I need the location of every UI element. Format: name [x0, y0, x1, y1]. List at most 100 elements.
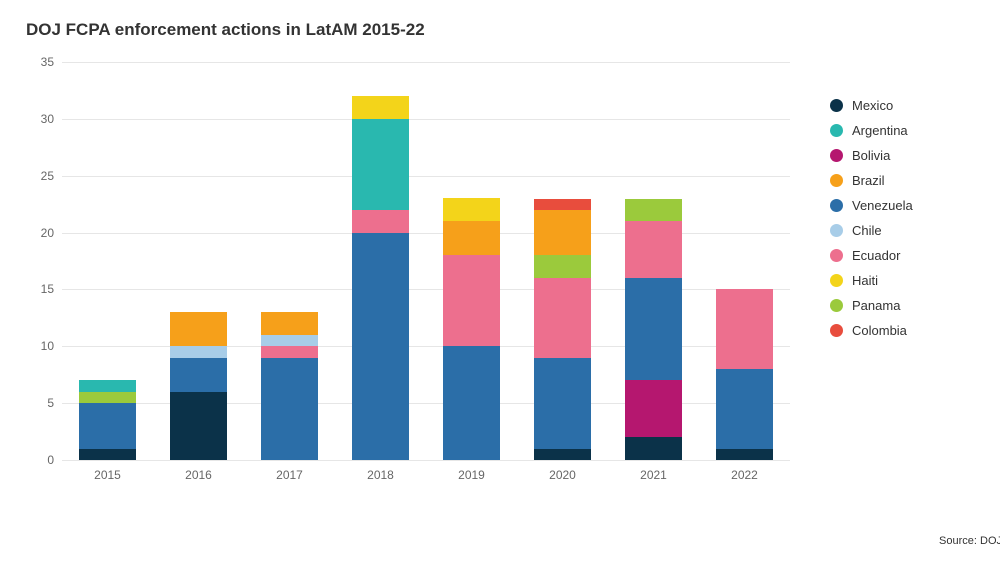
bar-slot: 2020 — [517, 62, 608, 460]
bar-segment-panama — [625, 199, 681, 222]
legend-item-chile[interactable]: Chile — [830, 223, 990, 238]
bar-segment-chile — [261, 335, 317, 346]
x-tick-label: 2019 — [458, 468, 485, 482]
bar-segment-brazil — [170, 312, 226, 346]
stacked-bar — [534, 62, 590, 460]
bar-slot: 2022 — [699, 62, 790, 460]
legend-item-brazil[interactable]: Brazil — [830, 173, 990, 188]
bar-segment-panama — [534, 255, 590, 278]
bar-segment-mexico — [534, 449, 590, 460]
y-axis: 05101520253035 — [20, 62, 60, 460]
legend-item-argentina[interactable]: Argentina — [830, 123, 990, 138]
bar-slot: 2018 — [335, 62, 426, 460]
bar-segment-chile — [170, 346, 226, 357]
bar-segment-venezuela — [443, 346, 499, 460]
bar-segment-venezuela — [79, 403, 135, 448]
x-tick-label: 2022 — [731, 468, 758, 482]
bar-segment-brazil — [534, 210, 590, 255]
stacked-bar — [352, 62, 408, 460]
legend-swatch — [830, 174, 843, 187]
x-tick-label: 2015 — [94, 468, 121, 482]
bar-slot: 2021 — [608, 62, 699, 460]
bar-segment-venezuela — [352, 233, 408, 460]
legend-label: Argentina — [852, 123, 908, 138]
y-tick-label: 5 — [47, 396, 54, 410]
legend-swatch — [830, 124, 843, 137]
legend-swatch — [830, 99, 843, 112]
bar-segment-argentina — [79, 380, 135, 391]
bar-segment-mexico — [716, 449, 772, 460]
legend-item-mexico[interactable]: Mexico — [830, 98, 990, 113]
legend-label: Colombia — [852, 323, 907, 338]
plot-area: 20152016201720182019202020212022 — [62, 62, 790, 460]
stacked-bar — [170, 62, 226, 460]
y-tick-label: 15 — [41, 282, 54, 296]
legend-item-panama[interactable]: Panama — [830, 298, 990, 313]
bar-segment-colombia — [534, 199, 590, 210]
x-tick-label: 2017 — [276, 468, 303, 482]
legend-label: Venezuela — [852, 198, 913, 213]
legend-item-colombia[interactable]: Colombia — [830, 323, 990, 338]
legend-label: Panama — [852, 298, 900, 313]
bar-segment-mexico — [625, 437, 681, 460]
y-tick-label: 35 — [41, 55, 54, 69]
legend-swatch — [830, 249, 843, 262]
legend-label: Brazil — [852, 173, 885, 188]
legend-item-bolivia[interactable]: Bolivia — [830, 148, 990, 163]
legend-label: Mexico — [852, 98, 893, 113]
bar-segment-ecuador — [625, 221, 681, 278]
bar-segment-argentina — [352, 119, 408, 210]
bar-segment-venezuela — [534, 358, 590, 449]
legend-swatch — [830, 199, 843, 212]
source-label: Source: DOJ — [939, 535, 1000, 547]
bar-slot: 2015 — [62, 62, 153, 460]
bar-segment-venezuela — [170, 358, 226, 392]
x-tick-label: 2020 — [549, 468, 576, 482]
legend-label: Haiti — [852, 273, 878, 288]
bar-segment-haiti — [352, 96, 408, 119]
legend-swatch — [830, 274, 843, 287]
legend-label: Ecuador — [852, 248, 900, 263]
stacked-bar — [716, 62, 772, 460]
bar-segment-brazil — [261, 312, 317, 335]
legend-label: Chile — [852, 223, 882, 238]
y-tick-label: 20 — [41, 226, 54, 240]
bar-segment-ecuador — [534, 278, 590, 358]
bar-segment-ecuador — [716, 289, 772, 369]
bar-segment-venezuela — [716, 369, 772, 449]
bar-segment-ecuador — [443, 255, 499, 346]
legend: Mexico Argentina Bolivia Brazil Venezuela Chi… — [800, 58, 990, 488]
bar-segment-venezuela — [625, 278, 681, 380]
legend-swatch — [830, 299, 843, 312]
x-tick-label: 2021 — [640, 468, 667, 482]
bar-slot: 2017 — [244, 62, 335, 460]
bar-segment-ecuador — [261, 346, 317, 357]
gridline — [62, 460, 790, 461]
legend-item-haiti[interactable]: Haiti — [830, 273, 990, 288]
x-tick-label: 2016 — [185, 468, 212, 482]
bar-segment-ecuador — [352, 210, 408, 233]
x-tick-label: 2018 — [367, 468, 394, 482]
stacked-bar — [443, 62, 499, 460]
bar-segment-haiti — [443, 198, 499, 221]
bar-segment-bolivia — [625, 380, 681, 437]
legend-label: Bolivia — [852, 148, 890, 163]
bars-group: 20152016201720182019202020212022 — [62, 62, 790, 460]
plot-area-wrap: 05101520253035 2015201620172018201920202… — [20, 58, 800, 488]
legend-swatch — [830, 224, 843, 237]
bar-segment-mexico — [79, 449, 135, 460]
bar-segment-panama — [79, 392, 135, 403]
legend-item-ecuador[interactable]: Ecuador — [830, 248, 990, 263]
bar-slot: 2019 — [426, 62, 517, 460]
bar-slot: 2016 — [153, 62, 244, 460]
y-tick-label: 25 — [41, 169, 54, 183]
bar-segment-venezuela — [261, 358, 317, 460]
chart-body: 05101520253035 2015201620172018201920202… — [20, 58, 1000, 488]
bar-segment-brazil — [443, 221, 499, 255]
legend-swatch — [830, 149, 843, 162]
legend-item-venezuela[interactable]: Venezuela — [830, 198, 990, 213]
chart-container: DOJ FCPA enforcement actions in LatAM 20… — [20, 20, 1000, 553]
y-tick-label: 30 — [41, 112, 54, 126]
y-tick-label: 10 — [41, 339, 54, 353]
stacked-bar — [625, 62, 681, 460]
